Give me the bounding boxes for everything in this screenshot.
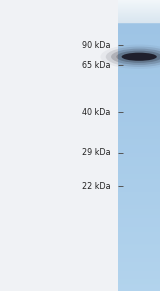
Text: 90 kDa: 90 kDa	[82, 41, 110, 49]
Text: 22 kDa: 22 kDa	[82, 182, 110, 191]
Text: 40 kDa: 40 kDa	[82, 108, 110, 116]
Text: 29 kDa: 29 kDa	[82, 148, 110, 157]
Ellipse shape	[106, 47, 160, 67]
Ellipse shape	[122, 53, 157, 61]
Ellipse shape	[111, 49, 160, 65]
Ellipse shape	[116, 51, 160, 63]
Text: 65 kDa: 65 kDa	[82, 61, 110, 70]
